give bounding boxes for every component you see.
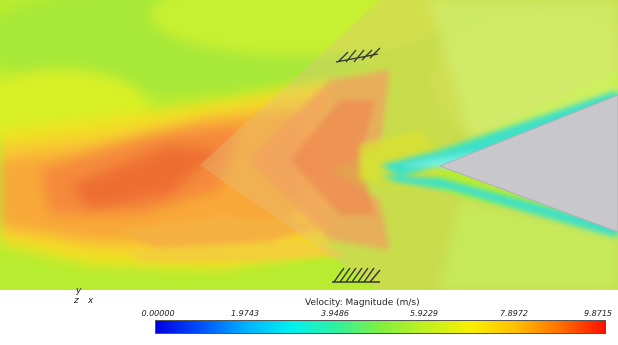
axis-y-label: y [76, 286, 82, 296]
axis-z-label: z [74, 296, 79, 306]
vector-glyphs-bottom [332, 267, 381, 283]
legend-tick: 0.00000 [141, 309, 175, 318]
legend-area [0, 290, 618, 345]
legend-tick: 1.9743 [231, 309, 259, 318]
vector-glyphs-top [335, 47, 381, 63]
wedge-body [438, 94, 618, 233]
axis-triad: y z x [74, 286, 104, 316]
legend-title: Velocity: Magnitude (m/s) [305, 298, 420, 308]
legend-tick: 5.9229 [410, 309, 438, 318]
axis-x-label: x [88, 296, 94, 306]
legend-tick: 9.8715 [584, 309, 612, 318]
legend-tick: 7.8972 [500, 309, 528, 318]
contour-lower-bands [120, 215, 350, 262]
legend-tick: 3.9486 [321, 309, 349, 318]
color-legend-bar [155, 320, 606, 334]
